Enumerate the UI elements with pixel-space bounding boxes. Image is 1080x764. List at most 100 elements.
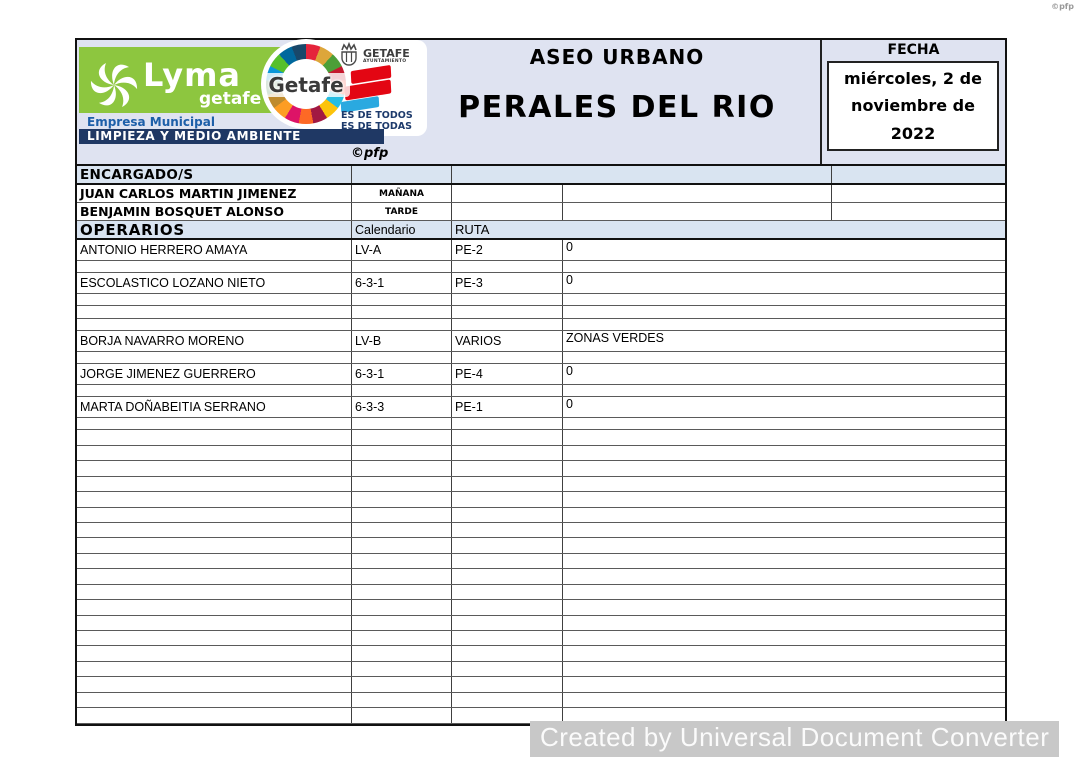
operario-calendario: LV-A: [352, 240, 452, 260]
operario-ruta: [452, 351, 563, 364]
operario-calendario: [352, 646, 452, 661]
operario-calendario: 6-3-1: [352, 273, 452, 293]
operario-ruta: [452, 692, 563, 708]
getafe-slogan-1: ES DE TODOS: [341, 110, 413, 121]
encargado-name: JUAN CARLOS MARTIN JIMENEZ: [77, 185, 352, 202]
operario-name: [77, 661, 352, 677]
operario-obs: [563, 352, 1005, 364]
operario-ruta: [452, 293, 563, 306]
operario-calendario: [352, 677, 452, 692]
operario-obs: ZONAS VERDES: [566, 331, 664, 346]
spacer-row: [77, 318, 1005, 332]
lyma-wordmark: Lyma: [143, 56, 242, 94]
blank-row: [77, 461, 1005, 477]
operario-name: JORGE JIMENEZ GUERRERO: [77, 364, 352, 384]
operario-calendario: [352, 417, 452, 430]
operario-obs: [563, 538, 1005, 552]
ayuntamiento-label-1: GETAFE: [363, 47, 410, 60]
operario-obs: [563, 319, 1005, 331]
operario-calendario: [352, 351, 452, 364]
blank-row: [77, 430, 1005, 446]
corner-copyright: ©pfp: [1051, 2, 1074, 11]
operario-ruta: [452, 522, 563, 538]
operario-ruta: PE-4: [452, 364, 563, 384]
blank-row: [77, 445, 1005, 462]
operario-ruta: [452, 445, 563, 461]
empty-cell: [352, 166, 452, 183]
operario-name: MARTA DOÑABEITIA SERRANO: [77, 397, 352, 417]
operario-calendario: [352, 553, 452, 569]
operario-obs: [563, 662, 1005, 676]
operario-obs: [563, 385, 1005, 397]
operario-name: [77, 522, 352, 538]
operario-row: ESCOLASTICO LOZANO NIETO 6-3-1 PE-3 0: [77, 273, 1005, 294]
lyma-wordmark-sub: getafe: [199, 89, 262, 109]
encargado-row: BENJAMIN BOSQUET ALONSO TARDE: [77, 203, 1005, 221]
operario-name: [77, 692, 352, 708]
operario-obs: 0: [566, 240, 573, 254]
operario-obs: [563, 585, 1005, 599]
encargado-turno: TARDE: [352, 203, 452, 220]
operario-name: [77, 677, 352, 692]
operario-obs: [563, 631, 1005, 645]
operario-name: [77, 538, 352, 553]
empty-cell: [452, 185, 563, 202]
converter-watermark: Created by Universal Document Converter: [530, 721, 1060, 757]
operario-ruta: [452, 260, 563, 273]
operario-obs: [563, 646, 1005, 660]
operario-calendario: [352, 260, 452, 273]
operarios-header-row: OPERARIOS Calendario RUTA: [77, 221, 1005, 240]
blank-row: [77, 584, 1005, 601]
operario-name: [77, 293, 352, 306]
empresa-municipal-label: Empresa Municipal: [87, 115, 215, 129]
empty-cell: [563, 203, 832, 220]
blank-row: [77, 507, 1005, 523]
operario-obs: [563, 677, 1005, 691]
operario-obs: [563, 554, 1005, 568]
operario-ruta: [452, 615, 563, 631]
operario-obs: 0: [566, 364, 573, 379]
blank-row: [77, 661, 1005, 678]
blank-row: [77, 631, 1005, 647]
operario-calendario: [352, 600, 452, 615]
operario-ruta: [452, 417, 563, 430]
spacer-row: [77, 384, 1005, 398]
operario-ruta: [452, 631, 563, 646]
operario-calendario: [352, 569, 452, 584]
operario-ruta: [452, 384, 563, 397]
operario-obs: [563, 616, 1005, 630]
service-title: ASEO URBANO: [529, 45, 705, 69]
operario-obs: [563, 477, 1005, 491]
operario-ruta: [452, 708, 563, 723]
blank-row: [77, 646, 1005, 662]
operario-ruta: [452, 507, 563, 522]
operario-calendario: [352, 430, 452, 445]
empty-cell: [452, 203, 563, 220]
operario-name: [77, 260, 352, 273]
operario-calendario: [352, 584, 452, 600]
getafe-wordmark: Getafe: [262, 73, 350, 97]
operario-ruta: [452, 318, 563, 331]
operarios-rows: ANTONIO HERRERO AMAYA LV-A PE-2 0 ESCOLASTIC…: [77, 240, 1005, 724]
calendario-column-header: Calendario: [352, 221, 452, 238]
encargado-name: BENJAMIN BOSQUET ALONSO: [77, 203, 352, 220]
operario-row: BORJA NAVARRO MORENO LV-B VARIOS ZONAS VERD…: [77, 331, 1005, 352]
operario-name: [77, 507, 352, 522]
empty-cell: [832, 203, 1005, 220]
operario-name: [77, 600, 352, 615]
operario-calendario: [352, 461, 452, 476]
spacer-row: [77, 293, 1005, 307]
operario-calendario: [352, 522, 452, 538]
operario-name: [77, 584, 352, 600]
ruta-column-header: RUTA: [455, 222, 490, 237]
operario-name: [77, 476, 352, 492]
operario-name: [77, 461, 352, 476]
operario-calendario: [352, 538, 452, 553]
encargado-turno: MAÑANA: [352, 185, 452, 202]
operario-ruta: PE-2: [452, 240, 563, 260]
operario-obs: [563, 600, 1005, 614]
operario-obs: [563, 261, 1005, 273]
operario-obs: [563, 430, 1005, 444]
operario-ruta: [452, 553, 563, 569]
